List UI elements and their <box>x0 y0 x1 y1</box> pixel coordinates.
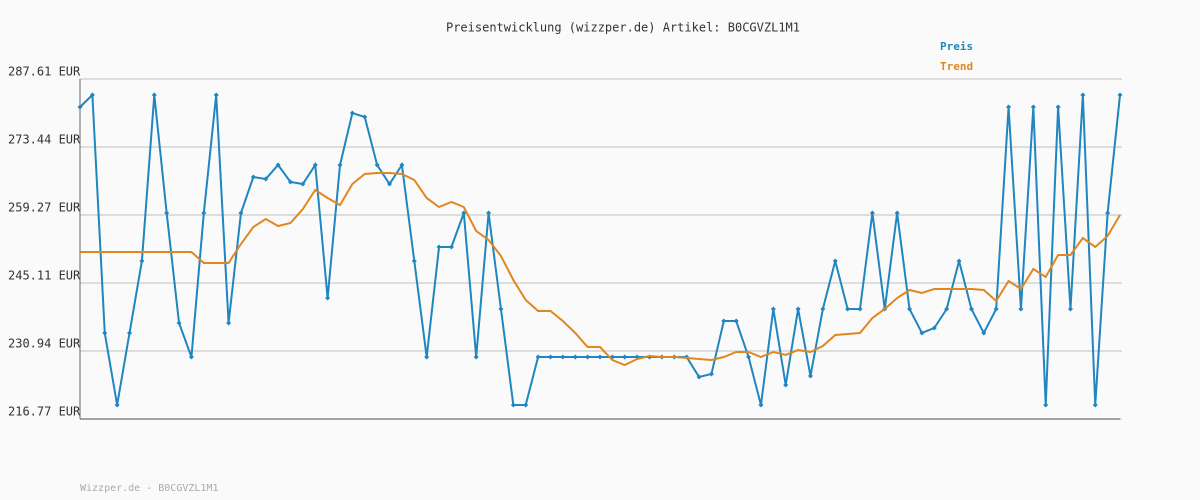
point <box>238 210 244 216</box>
point <box>733 318 739 324</box>
series-line <box>80 171 1121 367</box>
point <box>139 258 145 264</box>
chart-title: Preisentwicklung (wizzper.de) Artikel: B… <box>446 21 800 35</box>
point <box>585 354 591 360</box>
point <box>263 176 269 182</box>
point <box>151 92 157 98</box>
point <box>77 104 83 110</box>
point <box>968 306 974 312</box>
point <box>362 114 368 120</box>
point <box>325 295 331 301</box>
point <box>1055 104 1061 110</box>
footer: Wizzper.de - B0CGVZL1M1 <box>80 483 218 494</box>
point <box>498 306 504 312</box>
point <box>523 402 529 408</box>
y-tick-label: 216.77 EUR <box>8 405 81 419</box>
point <box>981 330 987 336</box>
point <box>1067 306 1073 312</box>
point <box>1105 210 1111 216</box>
point <box>832 258 838 264</box>
point <box>869 210 875 216</box>
point <box>907 306 913 312</box>
point <box>1006 104 1012 110</box>
legend-entry: Preis <box>940 40 973 53</box>
y-tick-label: 230.94 EUR <box>8 336 81 350</box>
point <box>746 354 752 360</box>
point <box>374 162 380 168</box>
point <box>993 306 999 312</box>
point <box>1092 402 1098 408</box>
point <box>721 318 727 324</box>
point <box>1043 402 1049 408</box>
point <box>795 306 801 312</box>
point <box>857 306 863 312</box>
point <box>287 179 293 185</box>
point <box>102 330 108 336</box>
point <box>696 374 702 380</box>
point <box>461 210 467 216</box>
point <box>226 320 232 326</box>
point <box>448 244 454 250</box>
point <box>560 354 566 360</box>
point <box>758 402 764 408</box>
point <box>1080 92 1086 98</box>
point <box>188 354 194 360</box>
point <box>201 210 207 216</box>
point <box>1117 92 1123 98</box>
point <box>473 354 479 360</box>
point <box>547 354 553 360</box>
point <box>597 354 603 360</box>
point <box>931 325 937 331</box>
legend-entry: Trend <box>940 60 973 73</box>
point <box>176 320 182 326</box>
point <box>535 354 541 360</box>
point <box>783 382 789 388</box>
point <box>919 330 925 336</box>
y-tick-label: 245.11 EUR <box>8 268 81 282</box>
point <box>387 181 393 187</box>
point <box>250 174 256 180</box>
point <box>349 110 355 116</box>
y-tick-label: 287.61 EUR <box>8 65 81 79</box>
point <box>114 402 120 408</box>
point <box>956 258 962 264</box>
point <box>1030 104 1036 110</box>
point <box>300 181 306 187</box>
point <box>89 92 95 98</box>
point <box>708 371 714 377</box>
point <box>820 306 826 312</box>
point <box>213 92 219 98</box>
point <box>164 210 170 216</box>
point <box>572 354 578 360</box>
point <box>622 354 628 360</box>
point <box>944 306 950 312</box>
point <box>807 373 813 379</box>
point <box>1018 306 1024 312</box>
point <box>486 210 492 216</box>
point <box>770 306 776 312</box>
point <box>337 162 343 168</box>
point <box>845 306 851 312</box>
y-tick-label: 273.44 EUR <box>8 133 81 147</box>
point <box>424 354 430 360</box>
point <box>275 162 281 168</box>
point <box>312 162 318 168</box>
point <box>127 330 133 336</box>
point <box>411 258 417 264</box>
point <box>894 210 900 216</box>
point <box>399 162 405 168</box>
point <box>436 244 442 250</box>
point <box>510 402 516 408</box>
y-tick-label: 259.27 EUR <box>8 201 81 215</box>
